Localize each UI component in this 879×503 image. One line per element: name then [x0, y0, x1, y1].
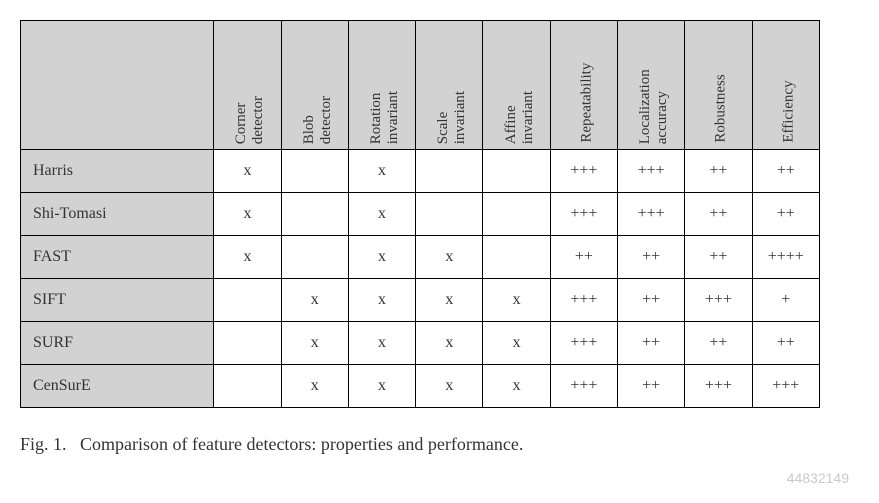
data-cell: +++: [550, 150, 617, 193]
table-row: Shi-Tomasixx++++++++++: [21, 193, 820, 236]
col-header-5: Repeatability: [550, 21, 617, 150]
col-header-6: Localizationaccuracy: [618, 21, 685, 150]
col-header-label-2: Rotationinvariant: [368, 24, 403, 150]
data-cell: x: [214, 150, 281, 193]
data-cell: +++: [752, 365, 819, 408]
data-cell: x: [348, 322, 415, 365]
data-cell: ++: [618, 279, 685, 322]
table-body: Harrisxx++++++++++Shi-Tomasixx++++++++++…: [21, 150, 820, 408]
col-header-label-1: Blobdetector: [301, 24, 336, 150]
row-header-4: SURF: [21, 322, 214, 365]
row-header-2: FAST: [21, 236, 214, 279]
data-cell: +++: [618, 193, 685, 236]
row-header-3: SIFT: [21, 279, 214, 322]
data-cell: +++: [550, 193, 617, 236]
figure-caption: Fig. 1. Comparison of feature detectors:…: [20, 434, 859, 455]
data-cell: x: [281, 279, 348, 322]
data-cell: ++: [550, 236, 617, 279]
data-cell: ++++: [752, 236, 819, 279]
col-header-0: Cornerdetector: [214, 21, 281, 150]
data-cell: ++: [685, 150, 752, 193]
col-header-label-0: Cornerdetector: [233, 24, 268, 150]
data-cell: ++: [618, 365, 685, 408]
data-cell: x: [416, 322, 483, 365]
data-cell: x: [348, 365, 415, 408]
caption-text: Comparison of feature detectors: propert…: [80, 434, 523, 454]
col-header-2: Rotationinvariant: [348, 21, 415, 150]
data-cell: x: [416, 365, 483, 408]
data-cell: +++: [685, 365, 752, 408]
data-cell: [281, 236, 348, 279]
col-header-label-7: Robustness: [713, 23, 730, 149]
col-header-1: Blobdetector: [281, 21, 348, 150]
data-cell: ++: [752, 150, 819, 193]
col-header-label-5: Repeatability: [578, 23, 595, 149]
data-cell: [281, 150, 348, 193]
data-cell: ++: [752, 193, 819, 236]
data-cell: ++: [618, 322, 685, 365]
data-cell: ++: [752, 322, 819, 365]
data-cell: [281, 193, 348, 236]
data-cell: x: [348, 193, 415, 236]
data-cell: x: [348, 279, 415, 322]
data-cell: +: [752, 279, 819, 322]
data-cell: [214, 322, 281, 365]
data-cell: x: [483, 322, 550, 365]
data-cell: x: [348, 236, 415, 279]
data-cell: +++: [550, 279, 617, 322]
table-row: SIFTxxxx+++++++++: [21, 279, 820, 322]
data-cell: +++: [618, 150, 685, 193]
data-cell: ++: [618, 236, 685, 279]
table-row: SURFxxxx+++++++++: [21, 322, 820, 365]
data-cell: x: [281, 365, 348, 408]
col-header-3: Scaleinvariant: [416, 21, 483, 150]
data-cell: x: [416, 236, 483, 279]
col-header-8: Efficiency: [752, 21, 819, 150]
comparison-table: Cornerdetector Blobdetector Rotationinvari…: [20, 20, 820, 408]
data-cell: x: [281, 322, 348, 365]
data-cell: x: [483, 279, 550, 322]
row-header-0: Harris: [21, 150, 214, 193]
table-row: Harrisxx++++++++++: [21, 150, 820, 193]
data-cell: [214, 365, 281, 408]
data-cell: +++: [685, 279, 752, 322]
col-header-7: Robustness: [685, 21, 752, 150]
data-cell: +++: [550, 365, 617, 408]
data-cell: [483, 193, 550, 236]
data-cell: [214, 279, 281, 322]
corner-cell: [21, 21, 214, 150]
row-header-5: CenSurE: [21, 365, 214, 408]
col-header-label-6: Localizationaccuracy: [637, 24, 672, 150]
data-cell: x: [348, 150, 415, 193]
data-cell: x: [416, 279, 483, 322]
row-header-1: Shi-Tomasi: [21, 193, 214, 236]
caption-prefix: Fig. 1.: [20, 434, 67, 454]
col-header-4: Affineinvariant: [483, 21, 550, 150]
col-header-label-4: Affineinvariant: [502, 24, 537, 150]
data-cell: x: [483, 365, 550, 408]
data-cell: x: [214, 193, 281, 236]
data-cell: x: [214, 236, 281, 279]
table-row: CenSurExxxx+++++++++++: [21, 365, 820, 408]
watermark: 44832149: [787, 470, 849, 486]
data-cell: [483, 236, 550, 279]
data-cell: [483, 150, 550, 193]
data-cell: +++: [550, 322, 617, 365]
col-header-label-3: Scaleinvariant: [435, 24, 470, 150]
data-cell: ++: [685, 322, 752, 365]
data-cell: [416, 193, 483, 236]
data-cell: [416, 150, 483, 193]
table-header-row: Cornerdetector Blobdetector Rotationinvari…: [21, 21, 820, 150]
table-row: FASTxxx++++++++++: [21, 236, 820, 279]
data-cell: ++: [685, 193, 752, 236]
col-header-label-8: Efficiency: [780, 23, 797, 149]
data-cell: ++: [685, 236, 752, 279]
